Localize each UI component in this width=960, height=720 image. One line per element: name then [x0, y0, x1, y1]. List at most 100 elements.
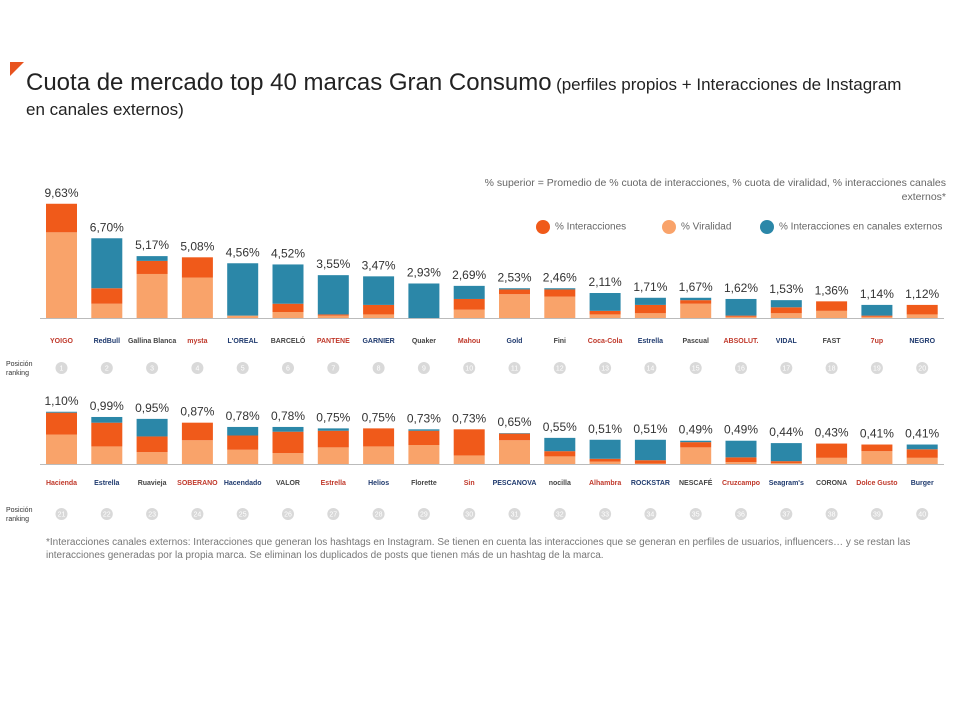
bar-segment-valor-interacciones	[272, 431, 304, 454]
rank-number-32: 32	[556, 512, 564, 519]
total-label-nestl-gold: 2,53%	[497, 270, 531, 284]
bar-segment-mahou-interacciones	[453, 298, 485, 310]
rank-number-21: 21	[58, 512, 66, 519]
bar-segment-helios-viralidad	[363, 446, 395, 464]
bar-segment-7up-interacciones	[861, 315, 893, 317]
bar-segment-nescaf--interacciones	[680, 442, 712, 448]
bar-segment-nocilla-interacciones	[544, 451, 576, 457]
brand-logo-valor: VALOR	[276, 480, 300, 487]
total-label-estrella-galicia: 1,71%	[633, 280, 667, 294]
bar-segment-estrella-galicia-interacciones	[91, 422, 123, 447]
total-label-l-or-al: 4,56%	[226, 245, 260, 259]
bar-segment-estrella-galicia-interacciones-en-canales-externos	[91, 416, 123, 423]
bar-segment-florette-viralidad	[408, 445, 440, 464]
rank-circle-29	[417, 508, 430, 520]
bar-segment-absolut-interacciones-en-canales-externos	[725, 298, 757, 316]
bar-segment-pantene-viralidad	[317, 315, 349, 318]
bar-segment-yoigo-viralidad	[46, 232, 77, 318]
total-label-valor: 0,78%	[271, 409, 305, 423]
total-label-mahou: 2,69%	[452, 268, 486, 282]
bar-segment-corona-viralidad	[816, 457, 848, 464]
bar-segment-helios-interacciones	[363, 428, 395, 447]
title-sub: (perfiles propios + Interacciones de Ins…	[556, 75, 902, 94]
brand-logo-mahou: Mahou	[458, 338, 481, 345]
rank-number-25: 25	[239, 512, 247, 519]
bar-segment-valor-viralidad	[272, 453, 304, 464]
total-label-coca-cola: 2,11%	[589, 275, 622, 289]
rank-circle-40	[916, 508, 929, 520]
rank-circle-25	[236, 508, 249, 520]
bar-segment-pescanova-viralidad	[499, 440, 530, 464]
legend-item-viralidad: % Viralidad	[662, 220, 731, 234]
brand-logo-cruzcampo: Cruzcampo	[722, 480, 760, 487]
bar-segment-fast-food-viralidad	[816, 310, 848, 318]
rank-number-30: 30	[465, 512, 473, 519]
total-label-dolce-gusto: 0,41%	[860, 427, 894, 441]
bar-segment-ruavieja-interacciones	[136, 436, 168, 453]
total-label-helios: 0,75%	[362, 410, 396, 424]
bar-segment-red-bull-viralidad	[91, 303, 123, 318]
total-label-leche-pascual: 1,67%	[679, 280, 713, 294]
bar-segment-l-or-al-interacciones-en-canales-externos	[227, 263, 259, 316]
rank-number-19: 19	[873, 366, 881, 373]
total-label-seagram-s: 0,44%	[769, 425, 803, 439]
brand-logo-coca-cola: Coca-Cola	[588, 338, 623, 345]
bar-segment-pantene-interacciones	[317, 314, 349, 316]
bar-segment-pantene-interacciones-en-canales-externos	[317, 275, 349, 315]
brand-logo-negro: NEGRO	[909, 338, 935, 345]
brand-logo-yoigo: YOIGO	[50, 338, 74, 345]
rank-number-4: 4	[195, 366, 199, 373]
rank-number-38: 38	[828, 512, 836, 519]
rank-circle-16	[735, 362, 747, 374]
brand-logo-dolce-gusto: Dolce Gusto	[856, 480, 897, 487]
brand-logo-ruavieja: Ruavieja	[138, 480, 167, 487]
bar-segment-alhambra-viralidad	[589, 461, 621, 464]
rank-circle-14	[644, 362, 657, 374]
total-label-florette: 0,73%	[407, 411, 441, 425]
total-label-absolut: 1,62%	[724, 281, 758, 295]
bar-segment-nescaf--viralidad	[680, 447, 712, 464]
rank-number-27: 27	[329, 512, 337, 519]
bar-segment-leche-pascual-interacciones	[680, 300, 712, 304]
brand-logo-vidal: VIDAL	[776, 338, 798, 345]
rank-number-8: 8	[377, 366, 381, 373]
rank-circle-21	[55, 508, 68, 520]
rank-number-5: 5	[241, 366, 245, 373]
legend-item-interacciones: % Interacciones	[536, 220, 626, 234]
rank-circle-5	[236, 362, 249, 374]
bar-segment-7up-interacciones-en-canales-externos	[861, 304, 893, 316]
bar-segment-red-bull-interacciones	[91, 288, 123, 304]
rank-circle-17	[780, 362, 793, 374]
bar-segment-soberano-viralidad	[181, 440, 213, 464]
legend-item-externos: % Interacciones en canales externos	[760, 220, 942, 234]
brand-logo-pescanova: PESCANOVA	[493, 480, 537, 487]
bar-segment-alhambra-interacciones-en-canales-externos	[589, 439, 621, 459]
bar-segment-nestl-gold-interacciones	[499, 289, 530, 295]
bar-segment-mahou-viralidad	[453, 309, 485, 318]
rank-circle-32	[553, 508, 566, 520]
bar-segment-vidal-viralidad	[770, 313, 802, 318]
chart-legend: % Interacciones % Viralidad % Interaccio…	[0, 220, 960, 240]
bar-segment-hacendado-interacciones	[227, 435, 259, 450]
rank-number-11: 11	[511, 366, 518, 373]
bar-segment-corona-interacciones	[816, 443, 848, 458]
brand-logo-pantene: PANTENE	[317, 338, 350, 345]
total-label-red-bull: 6,70%	[90, 220, 124, 234]
bar-segment-pringles-interacciones	[634, 460, 666, 464]
legend-swatch-interacciones	[536, 220, 550, 234]
rank-circle-10	[463, 362, 476, 374]
brand-logo-helios: Helios	[368, 480, 389, 487]
brand-logo-garnier: GARNIER	[362, 338, 394, 345]
bar-segment-coca-cola-interacciones-en-canales-externos	[589, 293, 621, 311]
bar-segment-l-or-al-viralidad	[227, 315, 259, 318]
total-label-estrella-galicia: 0,99%	[90, 399, 124, 413]
rank-circle-23	[146, 508, 159, 520]
bar-segment-coca-cola-interacciones	[589, 310, 621, 315]
rank-number-34: 34	[647, 512, 655, 519]
rank-circle-39	[870, 508, 883, 520]
total-label-negro: 1,12%	[905, 287, 939, 301]
bar-segment-estrella-galicia-interacciones-en-canales-externos	[634, 297, 666, 305]
bar-segment-estrella-galicia-interacciones	[634, 304, 666, 314]
rank-number-10: 10	[465, 366, 473, 373]
brand-logo-l-or-al: L'OREAL	[227, 338, 258, 345]
